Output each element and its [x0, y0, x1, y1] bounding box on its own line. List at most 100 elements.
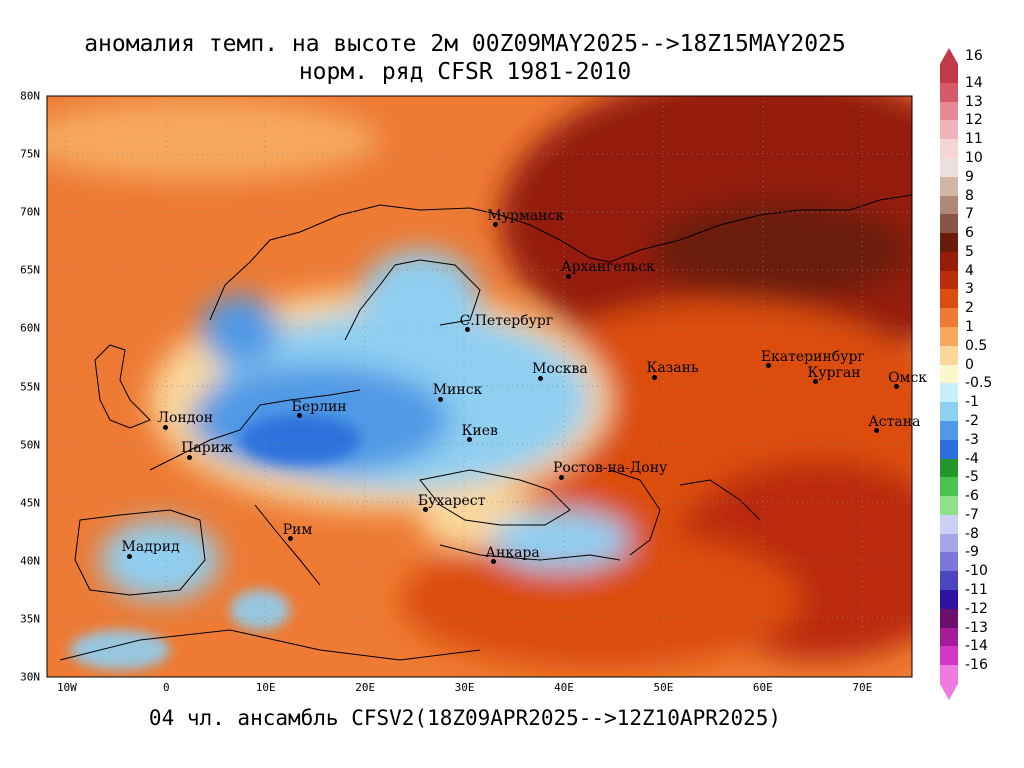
lat-tick-label: 70N — [20, 205, 40, 219]
legend-swatch — [940, 195, 958, 215]
city-label: Омск — [888, 369, 928, 386]
city-label: Киев — [461, 422, 498, 439]
lat-tick-label: 80N — [20, 89, 40, 103]
legend-label: -1 — [965, 394, 979, 411]
legend-swatch — [940, 402, 958, 422]
city-marker — [490, 559, 496, 565]
city-label: Екатеринбург — [760, 348, 865, 365]
chart-subtitle: норм. ряд CFSR 1981-2010 — [298, 59, 632, 85]
lat-tick-label: 40N — [20, 554, 40, 568]
legend-swatch — [940, 270, 958, 290]
legend-label: -10 — [965, 563, 988, 580]
lat-tick-label: 35N — [20, 612, 40, 626]
city-marker — [162, 424, 168, 430]
legend-label: -2 — [965, 412, 979, 429]
legend-swatch — [940, 345, 958, 366]
city-label: С.Петербург — [459, 312, 554, 329]
city-label: Рим — [282, 521, 313, 538]
city-label: Курган — [807, 364, 861, 381]
lat-tick-label: 65N — [20, 263, 40, 277]
legend-swatch — [940, 157, 958, 178]
city-marker — [288, 536, 294, 542]
legend-label: 6 — [965, 225, 974, 242]
legend-label: 8 — [965, 187, 974, 204]
legend-swatch — [940, 64, 958, 84]
chart-title: аномалия темп. на высоте 2м 00Z09MAY2025… — [84, 31, 846, 57]
legend-swatch — [940, 101, 958, 121]
legend-swatch — [940, 327, 958, 347]
lon-tick-label: 10W — [56, 681, 77, 694]
legend-label: 1 — [965, 319, 974, 336]
city-marker — [873, 428, 879, 434]
legend-label: -9 — [965, 544, 979, 561]
legend-max-arrow — [940, 48, 958, 64]
legend-label: -13 — [965, 619, 988, 636]
city-marker — [423, 507, 429, 513]
city-label: Минск — [432, 382, 483, 399]
city-label: Лондон — [157, 410, 214, 427]
city-marker — [813, 379, 819, 385]
city-label: Мадрид — [121, 539, 180, 556]
city-label: Астана — [868, 413, 921, 430]
legend-swatch — [940, 214, 958, 234]
legend-swatch — [940, 665, 958, 685]
legend-label: 9 — [965, 168, 974, 185]
anomaly-field — [47, 96, 912, 677]
city-label: Москва — [532, 361, 588, 378]
ensemble-footer: 04 чл. ансамбль CFSV2(18Z09APR2025-->12Z… — [148, 706, 782, 730]
legend-label: 16 — [965, 48, 983, 64]
legend-label: -7 — [965, 506, 979, 523]
legend-label: 4 — [965, 262, 974, 279]
city-marker — [893, 384, 899, 389]
legend-label: -11 — [965, 582, 988, 599]
legend-swatch — [940, 571, 958, 591]
city-marker — [465, 327, 471, 333]
legend-swatch — [940, 496, 958, 516]
legend-label: 0.5 — [965, 337, 988, 354]
lat-tick-label: 50N — [20, 438, 40, 452]
city-marker — [566, 273, 572, 279]
legend-swatch — [940, 82, 958, 103]
lon-tick-label: 60E — [752, 681, 773, 694]
city-label: Париж — [181, 440, 233, 457]
legend-swatch — [940, 646, 958, 666]
city-marker — [297, 413, 303, 419]
lon-tick-label: 40E — [554, 681, 574, 694]
lon-tick-label: 50E — [653, 681, 674, 694]
legend-label: 10 — [965, 149, 983, 166]
legend-swatch — [940, 233, 958, 253]
lat-tick-label: 30N — [20, 670, 40, 684]
legend-label: -4 — [965, 450, 979, 467]
city-marker — [537, 375, 543, 381]
legend-swatch — [940, 364, 958, 384]
city-marker — [438, 396, 444, 402]
map-frame — [46, 95, 913, 678]
legend-swatch — [940, 289, 958, 309]
legend-swatch — [940, 139, 958, 159]
legend-label: 12 — [965, 112, 983, 129]
lon-tick-label: 30E — [454, 681, 475, 694]
legend-label: -0.5 — [965, 375, 993, 392]
lat-tick-label: 75N — [20, 147, 40, 161]
lat-tick-label: 60N — [20, 321, 40, 335]
legend-swatch — [940, 552, 958, 572]
lat-tick-label: 55N — [20, 380, 40, 393]
legend-swatch — [940, 308, 958, 328]
legend-swatch — [940, 533, 958, 553]
city-marker — [186, 454, 192, 460]
legend-label: -8 — [965, 525, 979, 542]
legend-label: -14 — [965, 638, 988, 655]
legend-swatch — [940, 439, 958, 460]
lon-tick-label: 20E — [355, 681, 376, 694]
legend-swatch — [940, 514, 958, 535]
legend-label: 11 — [965, 131, 983, 148]
legend-label: 2 — [965, 300, 974, 317]
legend-label: -6 — [965, 488, 979, 505]
legend-label: 14 — [965, 74, 983, 91]
legend-swatch — [940, 120, 958, 140]
legend-label: -5 — [965, 469, 979, 486]
lon-tick-label: 70E — [852, 681, 873, 694]
city-marker — [766, 363, 772, 369]
legend-swatch — [940, 458, 958, 478]
